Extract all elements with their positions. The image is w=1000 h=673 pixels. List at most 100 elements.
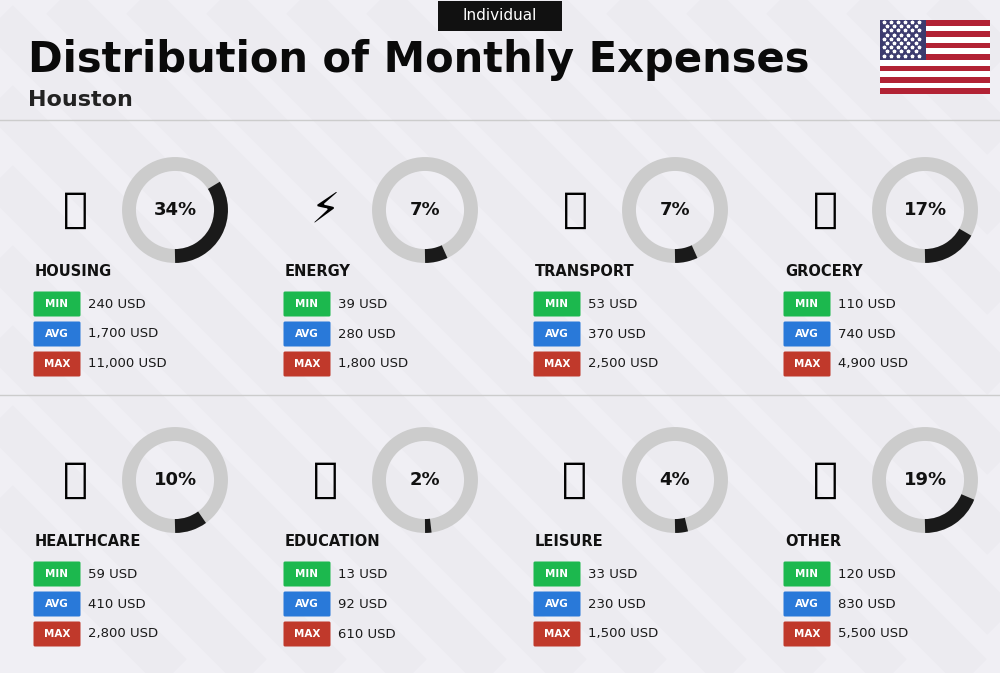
FancyBboxPatch shape — [880, 20, 990, 26]
FancyBboxPatch shape — [34, 621, 80, 647]
Text: AVG: AVG — [295, 599, 319, 609]
Text: MAX: MAX — [794, 629, 820, 639]
Text: 🩺: 🩺 — [62, 459, 88, 501]
Text: 🎓: 🎓 — [312, 459, 338, 501]
Text: HEALTHCARE: HEALTHCARE — [35, 534, 141, 549]
Text: Individual: Individual — [463, 9, 537, 24]
Text: TRANSPORT: TRANSPORT — [535, 264, 635, 279]
Text: MIN: MIN — [296, 299, 318, 309]
FancyBboxPatch shape — [284, 351, 330, 376]
FancyBboxPatch shape — [534, 291, 580, 316]
FancyBboxPatch shape — [784, 561, 830, 586]
Text: ENERGY: ENERGY — [285, 264, 351, 279]
Text: 230 USD: 230 USD — [588, 598, 646, 610]
FancyBboxPatch shape — [34, 291, 80, 316]
Text: 🏢: 🏢 — [62, 189, 88, 231]
FancyBboxPatch shape — [784, 592, 830, 616]
Text: MAX: MAX — [294, 629, 320, 639]
FancyBboxPatch shape — [880, 32, 990, 37]
Text: 240 USD: 240 USD — [88, 297, 146, 310]
Text: 33 USD: 33 USD — [588, 567, 637, 581]
FancyBboxPatch shape — [284, 291, 330, 316]
Text: 👜: 👜 — [812, 459, 838, 501]
Text: EDUCATION: EDUCATION — [285, 534, 381, 549]
Text: 10%: 10% — [153, 471, 197, 489]
FancyBboxPatch shape — [880, 60, 990, 65]
Text: MAX: MAX — [544, 359, 570, 369]
Text: 🛒: 🛒 — [812, 189, 838, 231]
FancyBboxPatch shape — [284, 592, 330, 616]
Text: AVG: AVG — [45, 329, 69, 339]
Text: LEISURE: LEISURE — [535, 534, 604, 549]
Text: 11,000 USD: 11,000 USD — [88, 357, 167, 371]
Text: 2%: 2% — [410, 471, 440, 489]
Text: MIN: MIN — [46, 299, 68, 309]
FancyBboxPatch shape — [34, 561, 80, 586]
FancyBboxPatch shape — [880, 37, 990, 43]
Text: 830 USD: 830 USD — [838, 598, 896, 610]
FancyBboxPatch shape — [284, 322, 330, 347]
FancyBboxPatch shape — [534, 592, 580, 616]
Text: OTHER: OTHER — [785, 534, 841, 549]
Text: 740 USD: 740 USD — [838, 328, 896, 341]
Text: 7%: 7% — [660, 201, 690, 219]
Text: MAX: MAX — [294, 359, 320, 369]
FancyBboxPatch shape — [880, 43, 990, 48]
Text: 19%: 19% — [903, 471, 947, 489]
Text: MIN: MIN — [546, 569, 568, 579]
Text: Distribution of Monthly Expenses: Distribution of Monthly Expenses — [28, 39, 810, 81]
FancyBboxPatch shape — [284, 561, 330, 586]
FancyBboxPatch shape — [34, 592, 80, 616]
Text: 1,500 USD: 1,500 USD — [588, 627, 658, 641]
Text: ⚡: ⚡ — [310, 189, 340, 231]
Text: MIN: MIN — [46, 569, 68, 579]
FancyBboxPatch shape — [880, 77, 990, 83]
FancyBboxPatch shape — [880, 26, 990, 32]
FancyBboxPatch shape — [880, 65, 990, 71]
FancyBboxPatch shape — [880, 48, 990, 54]
Text: AVG: AVG — [45, 599, 69, 609]
Text: MAX: MAX — [44, 629, 70, 639]
Text: HOUSING: HOUSING — [35, 264, 112, 279]
FancyBboxPatch shape — [34, 322, 80, 347]
Text: Houston: Houston — [28, 90, 133, 110]
Text: 120 USD: 120 USD — [838, 567, 896, 581]
FancyBboxPatch shape — [438, 1, 562, 31]
Text: 110 USD: 110 USD — [838, 297, 896, 310]
Text: 1,800 USD: 1,800 USD — [338, 357, 408, 371]
Text: 370 USD: 370 USD — [588, 328, 646, 341]
Text: 17%: 17% — [903, 201, 947, 219]
Text: 59 USD: 59 USD — [88, 567, 137, 581]
Text: GROCERY: GROCERY — [785, 264, 863, 279]
Text: 🛍️: 🛍️ — [562, 459, 588, 501]
Text: 610 USD: 610 USD — [338, 627, 396, 641]
FancyBboxPatch shape — [784, 322, 830, 347]
Text: AVG: AVG — [795, 599, 819, 609]
Text: AVG: AVG — [545, 329, 569, 339]
FancyBboxPatch shape — [534, 351, 580, 376]
Text: AVG: AVG — [295, 329, 319, 339]
FancyBboxPatch shape — [534, 561, 580, 586]
Text: MIN: MIN — [296, 569, 318, 579]
FancyBboxPatch shape — [34, 351, 80, 376]
Text: MIN: MIN — [796, 299, 818, 309]
Text: 13 USD: 13 USD — [338, 567, 387, 581]
Text: AVG: AVG — [545, 599, 569, 609]
FancyBboxPatch shape — [880, 83, 990, 88]
FancyBboxPatch shape — [784, 621, 830, 647]
Text: 🚌: 🚌 — [562, 189, 588, 231]
Text: 92 USD: 92 USD — [338, 598, 387, 610]
FancyBboxPatch shape — [880, 88, 990, 94]
Text: MAX: MAX — [794, 359, 820, 369]
Text: MIN: MIN — [546, 299, 568, 309]
Text: MIN: MIN — [796, 569, 818, 579]
FancyBboxPatch shape — [880, 20, 926, 60]
FancyBboxPatch shape — [880, 54, 990, 60]
Text: 2,500 USD: 2,500 USD — [588, 357, 658, 371]
FancyBboxPatch shape — [784, 351, 830, 376]
FancyBboxPatch shape — [534, 322, 580, 347]
Text: 7%: 7% — [410, 201, 440, 219]
Text: 2,800 USD: 2,800 USD — [88, 627, 158, 641]
FancyBboxPatch shape — [880, 71, 990, 77]
FancyBboxPatch shape — [284, 621, 330, 647]
